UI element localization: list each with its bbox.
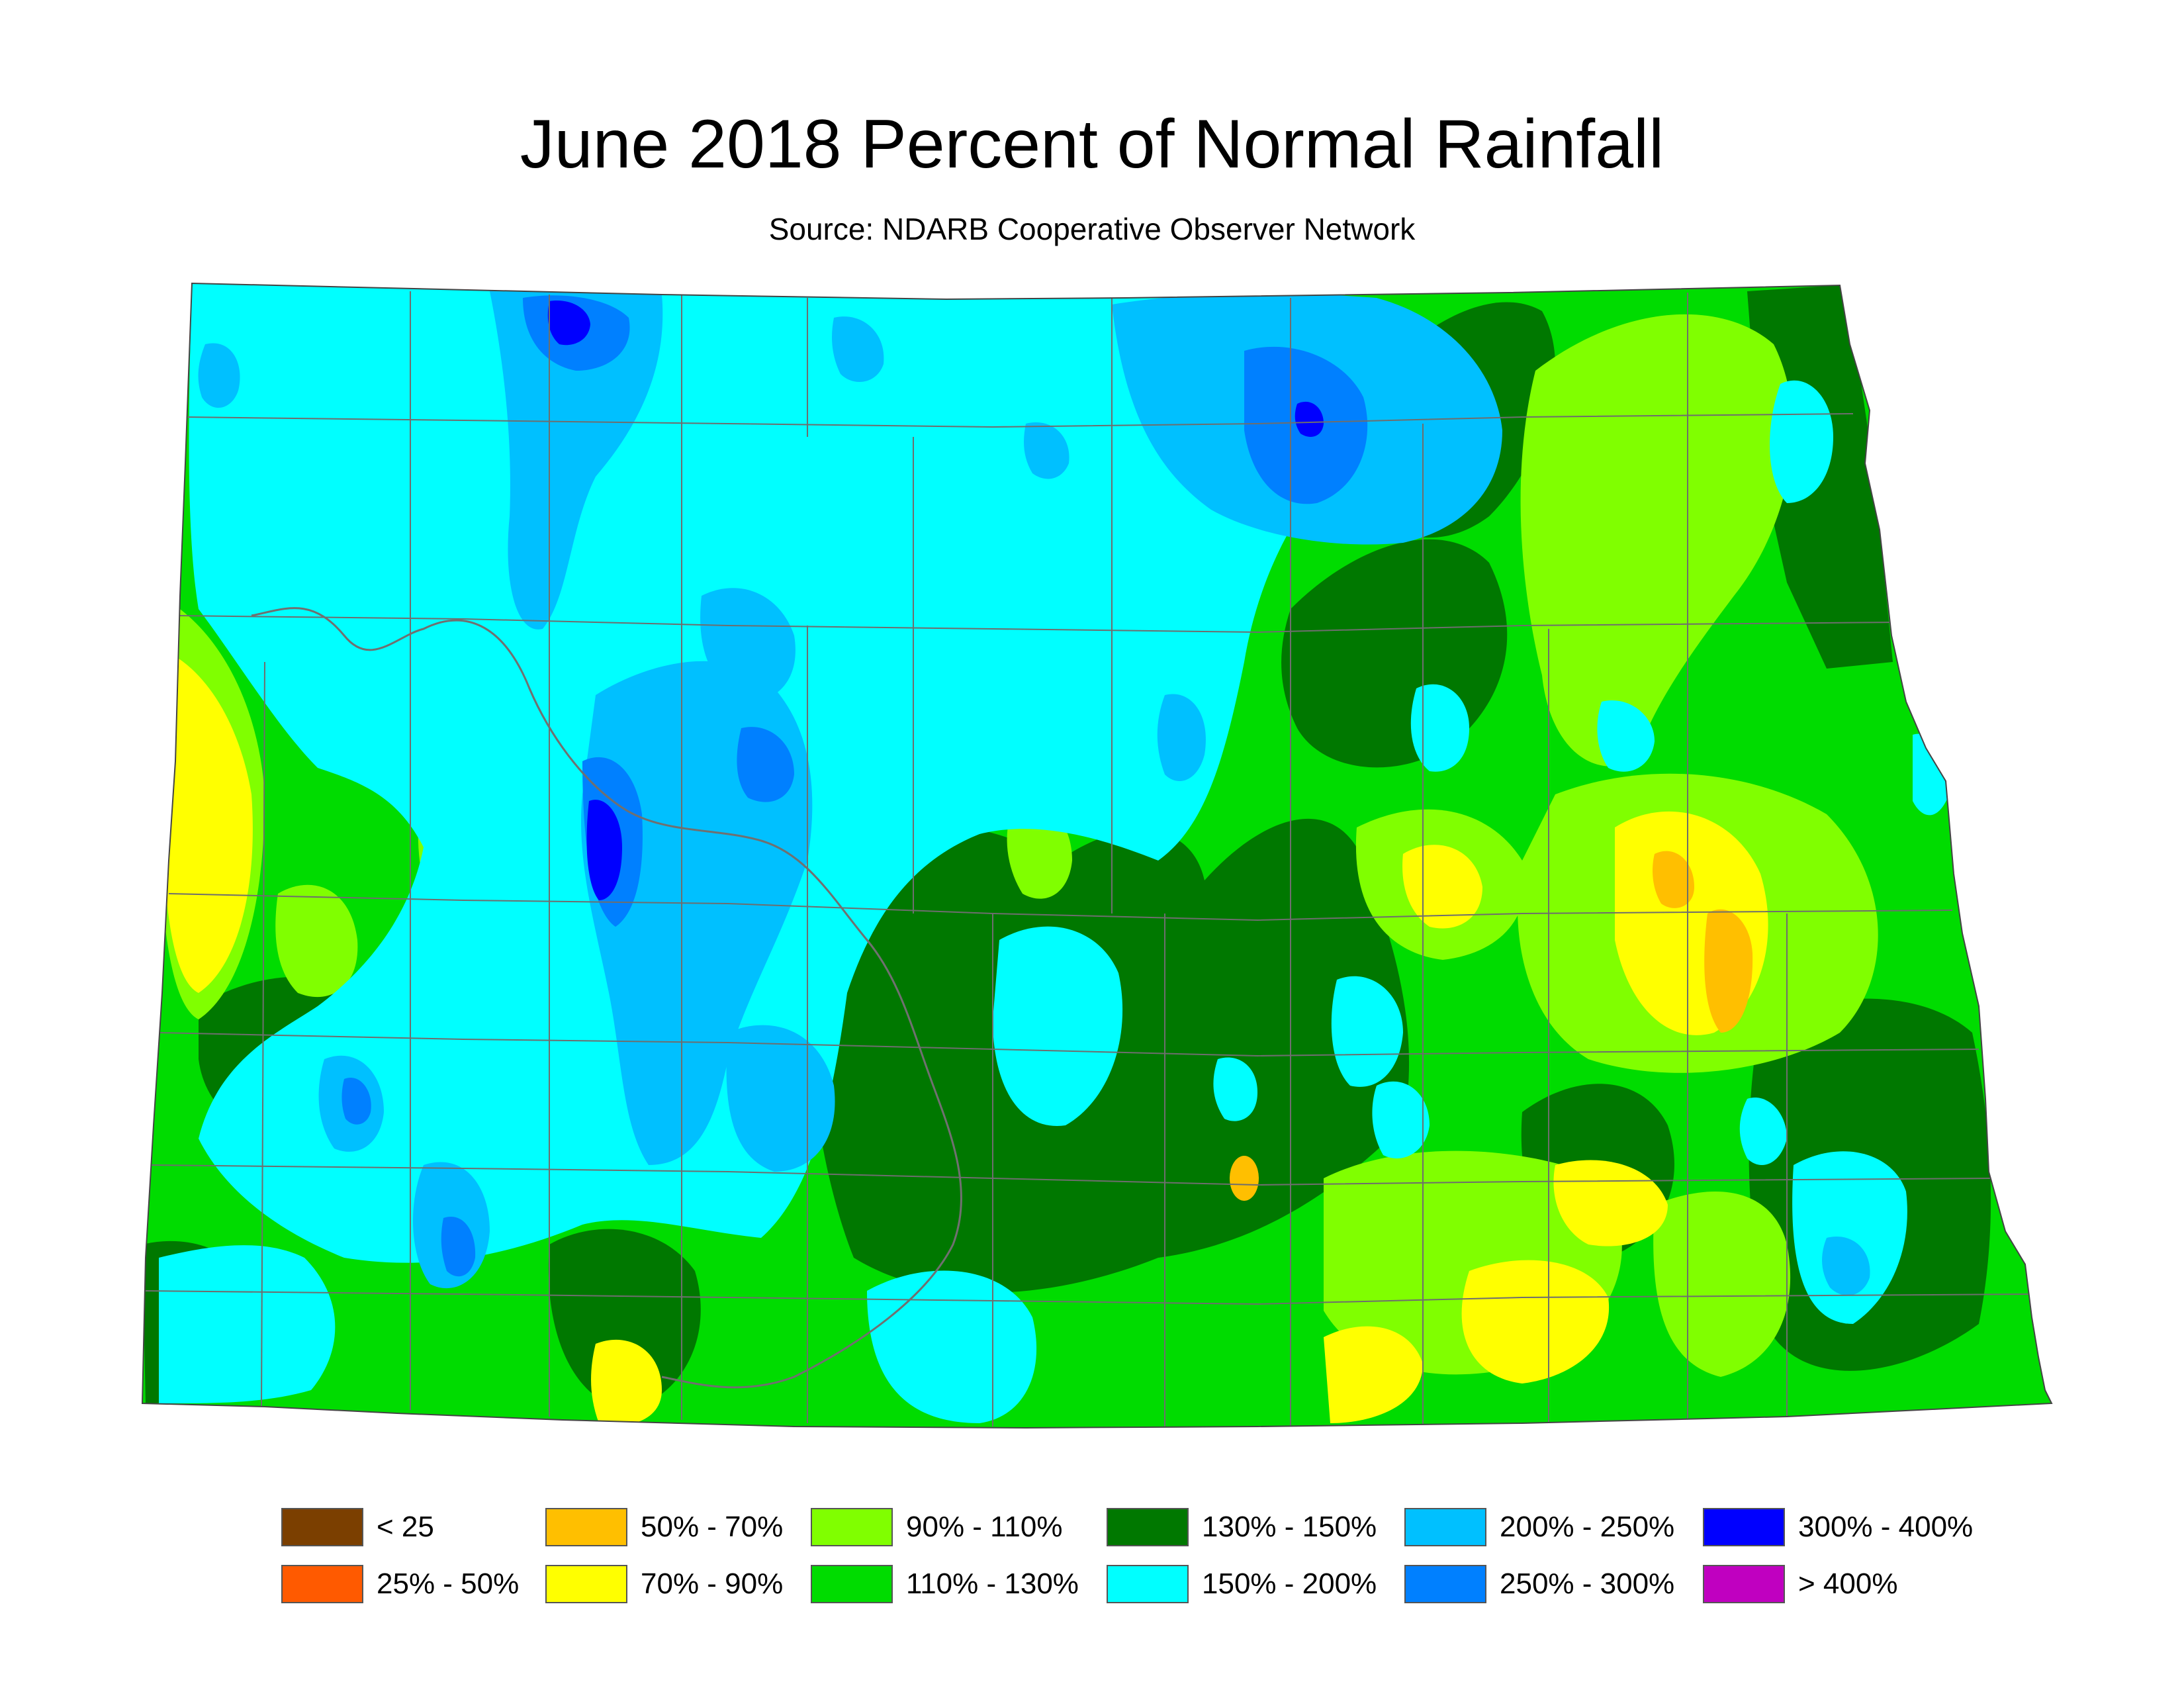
- map-source: Source: NDARB Cooperative Observer Netwo…: [768, 212, 1416, 246]
- legend-item: 110% - 130%: [811, 1563, 1079, 1605]
- legend: < 25 25% - 50% 50% - 70% 70% - 90% 90% - 110…: [0, 1506, 2184, 1638]
- map-title: June 2018 Percent of Normal Rainfall: [520, 106, 1664, 183]
- legend-label: 130% - 150%: [1202, 1511, 1377, 1543]
- legend-item: 200% - 250%: [1404, 1506, 1674, 1548]
- legend-item: 300% - 400%: [1703, 1506, 1973, 1548]
- missouri-river: [251, 607, 962, 1389]
- legend-swatch: [1703, 1508, 1785, 1546]
- legend-label: 250% - 300%: [1500, 1568, 1675, 1600]
- legend-swatch: [1107, 1508, 1189, 1546]
- legend-swatch: [545, 1508, 627, 1546]
- legend-swatch: [811, 1508, 893, 1546]
- legend-item: 25% - 50%: [281, 1563, 519, 1605]
- legend-swatch: [1107, 1565, 1189, 1603]
- legend-label: 70% - 90%: [641, 1568, 784, 1600]
- legend-swatch: [281, 1565, 363, 1603]
- legend-swatch: [281, 1508, 363, 1546]
- legend-item: 70% - 90%: [545, 1563, 783, 1605]
- legend-label: 200% - 250%: [1500, 1511, 1675, 1543]
- legend-item: 50% - 70%: [545, 1506, 783, 1548]
- class-300-400-zones: [547, 301, 1324, 900]
- class-50-70-zones: [1230, 851, 1753, 1201]
- legend-label: > 400%: [1798, 1568, 1898, 1600]
- legend-item: 90% - 110%: [811, 1506, 1062, 1548]
- legend-item: 250% - 300%: [1404, 1563, 1674, 1605]
- legend-swatch: [1404, 1565, 1486, 1603]
- legend-swatch: [1703, 1565, 1785, 1603]
- legend-item: < 25: [281, 1506, 434, 1548]
- legend-label: 110% - 130%: [906, 1568, 1079, 1600]
- legend-swatch: [545, 1565, 627, 1603]
- legend-label: 50% - 70%: [641, 1511, 784, 1543]
- legend-label: 150% - 200%: [1202, 1568, 1377, 1600]
- legend-label: 90% - 110%: [906, 1511, 1063, 1543]
- legend-item: > 400%: [1703, 1563, 1897, 1605]
- legend-item: 130% - 150%: [1107, 1506, 1377, 1548]
- legend-label: 300% - 400%: [1798, 1511, 1974, 1543]
- legend-item: 150% - 200%: [1107, 1563, 1377, 1605]
- legend-swatch: [811, 1565, 893, 1603]
- legend-label: 25% - 50%: [377, 1568, 520, 1600]
- legend-label: < 25: [377, 1511, 434, 1543]
- legend-swatch: [1404, 1508, 1486, 1546]
- county-lines: [145, 291, 2032, 1427]
